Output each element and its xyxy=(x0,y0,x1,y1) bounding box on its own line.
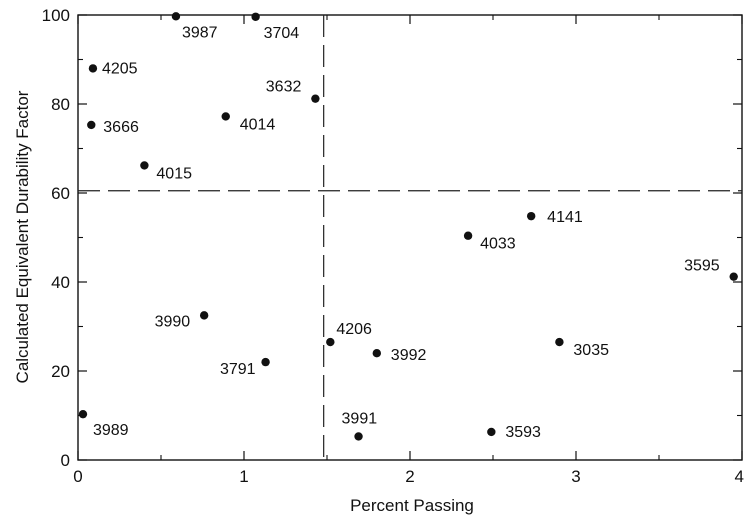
data-point xyxy=(251,12,260,21)
y-tick-label: 20 xyxy=(51,362,70,381)
data-point-label: 4033 xyxy=(480,236,516,253)
y-tick-label: 40 xyxy=(51,273,70,292)
data-point-label: 3791 xyxy=(220,361,256,378)
y-tick-label: 80 xyxy=(51,95,70,114)
y-tick-label: 60 xyxy=(51,184,70,203)
data-point-label: 3035 xyxy=(573,342,609,359)
data-point-label: 3992 xyxy=(391,347,427,364)
plot-border xyxy=(77,14,743,461)
data-point-label: 3987 xyxy=(182,24,218,41)
data-points: 3987 3704 4205 3632 4014 3666 4015 4141 4033 3595… xyxy=(78,12,738,441)
data-point xyxy=(463,231,473,240)
y-axis-title: Calculated Equivalent Durability Factor xyxy=(13,90,32,383)
data-point xyxy=(221,112,230,121)
data-point xyxy=(354,432,363,441)
x-tick-label: 4 xyxy=(735,467,744,486)
data-point xyxy=(88,64,98,73)
data-point xyxy=(140,161,149,170)
reference-lines xyxy=(78,15,742,460)
x-tick-label: 3 xyxy=(571,467,580,486)
data-point xyxy=(372,349,381,358)
data-point xyxy=(171,12,181,21)
data-point xyxy=(261,357,270,367)
x-tick-label: 0 xyxy=(73,467,82,486)
data-point xyxy=(326,337,335,347)
y-tick-label: 0 xyxy=(61,451,70,470)
data-point xyxy=(87,120,96,130)
data-point-label: 3593 xyxy=(505,424,541,441)
data-point xyxy=(199,311,209,320)
data-point xyxy=(526,211,536,221)
data-point-label: 4015 xyxy=(156,165,192,182)
data-point-label: 3595 xyxy=(684,258,720,275)
data-point xyxy=(555,337,564,347)
data-point-label: 3666 xyxy=(103,119,139,136)
data-point-label: 3704 xyxy=(264,25,300,42)
data-point xyxy=(729,272,738,281)
x-tick-label: 2 xyxy=(405,467,414,486)
data-point-label: 3990 xyxy=(155,313,191,330)
y-tick-label: 100 xyxy=(42,6,70,25)
x-axis-title: Percent Passing xyxy=(350,496,474,515)
data-point-label: 3989 xyxy=(93,422,129,439)
x-tick-label: 1 xyxy=(239,467,248,486)
data-point-label: 3632 xyxy=(266,79,302,96)
data-point-label: 4141 xyxy=(547,209,583,226)
data-point-label: 4205 xyxy=(102,60,138,77)
data-point-label: 4206 xyxy=(336,321,372,338)
data-point-label: 3991 xyxy=(342,410,378,427)
data-point xyxy=(487,427,496,437)
data-point xyxy=(311,94,320,103)
data-point xyxy=(78,409,88,419)
plot-frame xyxy=(77,14,743,461)
data-point-label: 4014 xyxy=(240,116,276,133)
axis-ticks: 0 20 40 60 80 100 0 1 2 3 4 xyxy=(42,6,744,486)
